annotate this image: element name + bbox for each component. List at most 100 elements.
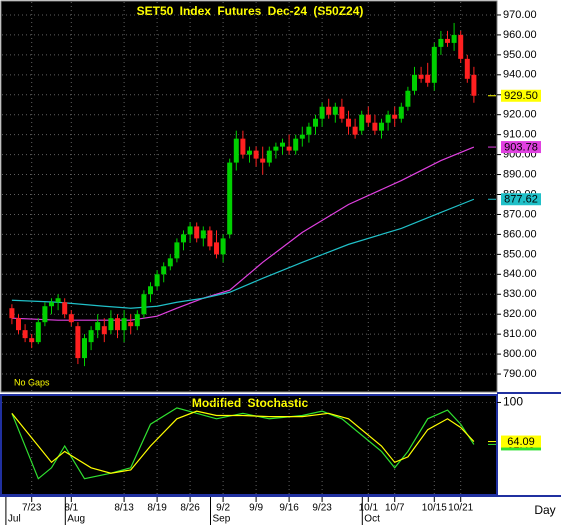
candle-body: [62, 302, 68, 315]
candle-body: [412, 74, 417, 91]
candle-body: [42, 306, 48, 323]
candle-body: [405, 90, 411, 107]
candle-body: [266, 150, 272, 163]
candle-body: [16, 318, 21, 331]
y-tick-label: 790.00: [503, 368, 537, 380]
candle-body: [260, 158, 266, 163]
value-label-box: [501, 89, 541, 102]
value-label-box: [501, 193, 541, 206]
candle-body: [464, 58, 470, 79]
candle-body: [253, 150, 259, 159]
x-tick-label: 9/23: [312, 503, 332, 514]
line-series: [11, 198, 475, 309]
candle-body: [372, 122, 378, 131]
candle-body: [365, 114, 371, 123]
y-tick-label: 960.00: [503, 29, 537, 41]
month-label: Sep: [213, 514, 231, 525]
candle-body: [332, 106, 338, 115]
candle-body: [451, 34, 457, 43]
candle-body: [339, 106, 345, 119]
candle-body: [35, 322, 41, 343]
value-label-box: [501, 141, 541, 154]
line-series: [11, 407, 475, 480]
y-tick-label: 830.00: [503, 288, 537, 300]
candle-body: [128, 322, 134, 327]
candle-body: [227, 162, 233, 235]
candle-body: [352, 126, 358, 135]
x-tick-label: 10/7: [385, 503, 405, 514]
candle-body: [181, 234, 186, 243]
candle-body: [68, 314, 74, 323]
candle-body: [438, 38, 444, 47]
candle-body: [134, 314, 140, 327]
x-tick-label: 8/26: [180, 503, 200, 514]
candle-body: [22, 330, 28, 339]
candle-body: [306, 126, 312, 135]
candle-body: [154, 274, 160, 287]
candle-body: [418, 74, 424, 79]
candle-body: [247, 150, 252, 155]
candle-body: [141, 294, 147, 315]
y-tick-label: 910.00: [503, 129, 537, 141]
candle-body: [200, 230, 206, 239]
candle-body: [319, 106, 325, 119]
x-tick-label: 8/19: [147, 503, 167, 514]
value-label: 64.09: [507, 436, 535, 448]
x-tick-label: 9/9: [249, 503, 263, 514]
candle-body: [286, 146, 292, 151]
value-label: 877.62: [504, 194, 538, 206]
y-tick-label: 870.00: [503, 208, 537, 220]
chart-title: SET50 Index Futures Dec-24 (S50Z24): [137, 4, 364, 18]
candle-body: [161, 266, 167, 275]
period-label: Day: [534, 503, 555, 517]
value-label-box: [501, 435, 541, 448]
y-tick-label: 800.00: [503, 348, 537, 360]
y-tick-label: 100: [503, 395, 523, 409]
candle-body: [299, 134, 305, 139]
y-tick-label: 860.00: [503, 228, 537, 240]
y-tick-label: 920.00: [503, 109, 537, 121]
candle-body: [425, 74, 431, 83]
x-tick-label: 10/15: [422, 503, 447, 514]
candle-body: [115, 318, 120, 331]
candle-body: [55, 298, 61, 303]
candle-body: [101, 326, 107, 335]
y-tick-label: 810.00: [503, 328, 537, 340]
candle-body: [273, 146, 279, 151]
candle-body: [220, 238, 226, 255]
candle-body: [49, 302, 54, 307]
candle-body: [313, 118, 318, 127]
candle-body: [398, 106, 404, 119]
candle-body: [379, 122, 384, 131]
candle-body: [359, 114, 365, 131]
candle-body: [207, 230, 213, 247]
value-label: 929.50: [504, 90, 538, 102]
y-tick-label: 970.00: [503, 9, 537, 21]
candle-body: [121, 318, 127, 331]
candle-body: [194, 226, 200, 239]
candle-body: [240, 138, 246, 155]
candle-body: [280, 142, 285, 147]
candle-body: [445, 38, 450, 43]
price-panel: [0, 0, 498, 393]
candle-body: [29, 338, 35, 343]
x-tick-label: 9/2: [216, 503, 230, 514]
candle-body: [108, 318, 114, 331]
candle-body: [233, 138, 239, 163]
candle-body: [95, 322, 101, 331]
candle-body: [75, 326, 81, 359]
candle-body: [82, 338, 87, 359]
x-tick-label: 10/21: [448, 503, 473, 514]
x-tick-label: 10/1: [359, 503, 379, 514]
x-tick-label: 8/1: [64, 503, 78, 514]
candle-body: [88, 330, 94, 343]
candle-body: [293, 138, 299, 151]
value-label: 903.78: [504, 141, 538, 153]
candle-body: [385, 114, 391, 123]
y-tick-label: 940.00: [503, 69, 537, 81]
candle-body: [431, 46, 437, 83]
candle-body: [214, 242, 219, 255]
candle-body: [326, 106, 332, 115]
candle-body: [187, 226, 193, 235]
